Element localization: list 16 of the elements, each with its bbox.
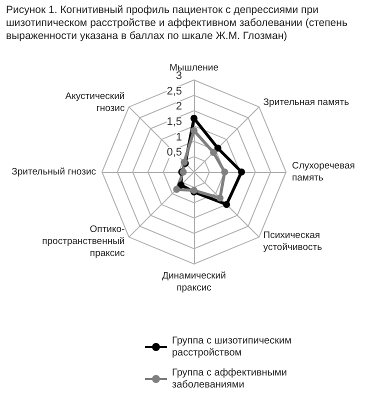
spoke-label: Динамический праксис xyxy=(162,270,226,294)
legend-label: Группа с аффективными заболеваниями xyxy=(172,368,287,390)
y-tick-label: 0,5 xyxy=(166,146,182,159)
spoke-label: Зрительный гнозис xyxy=(12,166,96,178)
spoke-label: Слухоречевая память xyxy=(292,160,355,184)
spoke-label: Акустический гнозис xyxy=(65,91,125,114)
y-tick-label: 1 xyxy=(176,131,182,144)
spoke-label: Психическая устойчивость xyxy=(263,230,322,253)
legend-label: Группа с шизотипическим расстройством xyxy=(172,336,292,358)
y-tick-label: 3 xyxy=(176,70,182,82)
chart-title: Рисунок 1. Когнитивный профиль пациенток с депрессиями при шизотипическом расстройстве и аффективном заболевании (степень выраженности указана в баллах по шкале Ж.М. Глозман) xyxy=(6,4,348,43)
y-tick-label: 1,5 xyxy=(166,116,182,128)
spoke-label: Зрительная память xyxy=(263,97,350,108)
spoke-label: Оптико-пространственный праксис xyxy=(42,224,125,259)
y-tick-label: 2,5 xyxy=(166,85,182,98)
y-tick-label: 2 xyxy=(176,100,182,113)
